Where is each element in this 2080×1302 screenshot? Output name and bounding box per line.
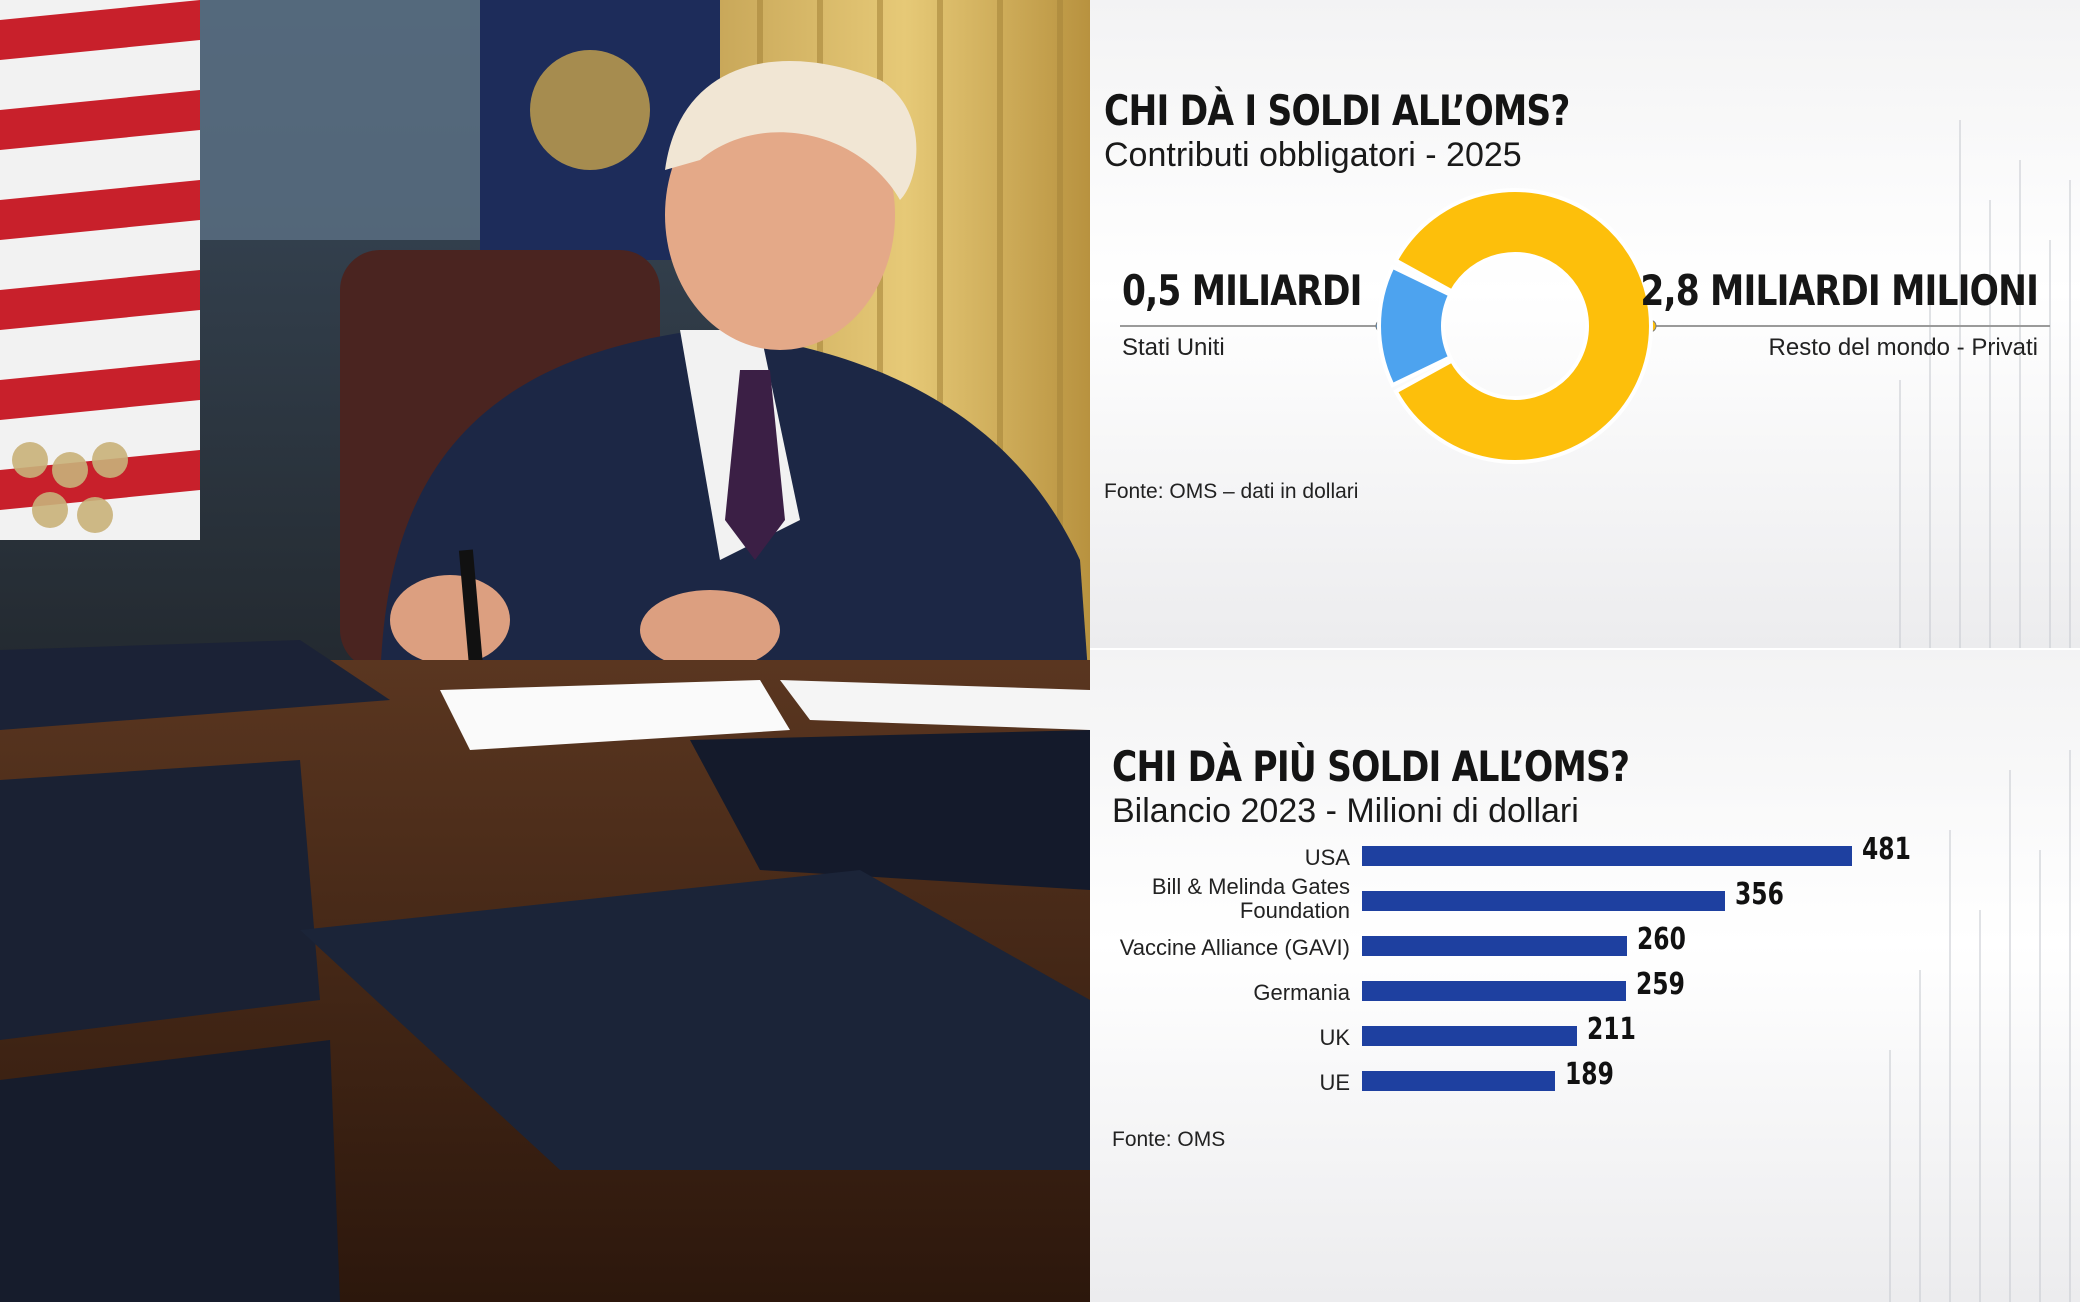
bar-value-label: 189 bbox=[1564, 1057, 1614, 1092]
bar-value-label: 260 bbox=[1636, 922, 1686, 957]
category-label: Germania bbox=[1253, 980, 1350, 1005]
bar-value-label: 211 bbox=[1586, 1012, 1636, 1047]
category-label: USA bbox=[1304, 845, 1350, 870]
bar bbox=[1362, 981, 1626, 1001]
bar-panel: CHI DÀ PIÙ SOLDI ALL’OMS? Bilancio 2023 … bbox=[1090, 650, 2080, 1302]
bar-value-label: 259 bbox=[1635, 967, 1685, 1002]
bar bbox=[1362, 936, 1627, 956]
donut-chart bbox=[1120, 188, 2050, 464]
donut-panel: CHI DÀ I SOLDI ALL’OMS? Contributi obbli… bbox=[1090, 0, 2080, 650]
bar-chart: USA 481 Bill & Melinda Gates Foundation 356 V… bbox=[1090, 650, 2080, 1302]
background-candles-decoration-2 bbox=[1889, 750, 2071, 1302]
category-label: Bill & Melinda Gates Foundation bbox=[1151, 874, 1350, 923]
category-label: Vaccine Alliance (GAVI) bbox=[1119, 935, 1350, 960]
donut-source: Fonte: OMS – dati in dollari bbox=[1104, 480, 1359, 503]
donut-subtitle: Contributi obbligatori - 2025 bbox=[1104, 136, 1522, 174]
bar-value-label: 356 bbox=[1734, 877, 1784, 912]
bar-source: Fonte: OMS bbox=[1112, 1128, 1226, 1151]
donut-title: CHI DÀ I SOLDI ALL’OMS? bbox=[1104, 86, 1570, 135]
bar bbox=[1362, 891, 1725, 911]
rest-value: 2,8 MILIARDI MILIONI bbox=[1640, 266, 2039, 315]
bar-value-label: 481 bbox=[1862, 832, 1911, 867]
usa-label: Stati Uniti bbox=[1122, 334, 1225, 361]
rest-label: Resto del mondo - Privati bbox=[1768, 334, 2038, 361]
photo-illustration bbox=[0, 0, 1090, 1302]
usa-value: 0,5 MILIARDI bbox=[1122, 266, 1362, 315]
bar-title: CHI DÀ PIÙ SOLDI ALL’OMS? bbox=[1112, 742, 1630, 791]
bar bbox=[1362, 1071, 1555, 1091]
category-label: UK bbox=[1319, 1025, 1350, 1050]
category-label: UE bbox=[1319, 1070, 1350, 1095]
bar-subtitle: Bilancio 2023 - Milioni di dollari bbox=[1112, 792, 1579, 830]
donut-slice-rest bbox=[1393, 188, 1653, 464]
background-candles-decoration bbox=[1899, 120, 2071, 650]
bar bbox=[1362, 846, 1852, 866]
signing-photo bbox=[0, 0, 1090, 1302]
bar bbox=[1362, 1026, 1577, 1046]
donut-slice-usa bbox=[1377, 264, 1453, 388]
